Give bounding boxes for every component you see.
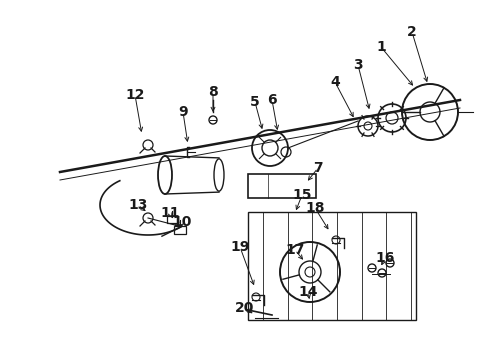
Text: 13: 13 — [128, 198, 147, 212]
Text: 12: 12 — [125, 88, 145, 102]
Text: 10: 10 — [172, 215, 192, 229]
Text: 9: 9 — [178, 105, 188, 119]
Text: 15: 15 — [292, 188, 312, 202]
Text: 4: 4 — [330, 75, 340, 89]
Text: 17: 17 — [285, 243, 305, 257]
Text: 7: 7 — [313, 161, 323, 175]
Text: 16: 16 — [375, 251, 394, 265]
Text: 6: 6 — [267, 93, 277, 107]
Bar — [248, 174, 316, 198]
Text: 1: 1 — [376, 40, 386, 54]
Text: 8: 8 — [208, 85, 218, 99]
Text: 20: 20 — [235, 301, 255, 315]
Text: 19: 19 — [230, 240, 250, 254]
Text: 3: 3 — [353, 58, 363, 72]
Bar — [174, 226, 186, 234]
Text: 14: 14 — [298, 285, 318, 299]
Text: 2: 2 — [407, 25, 417, 39]
Text: 5: 5 — [250, 95, 260, 109]
Bar — [248, 212, 416, 320]
Text: 11: 11 — [160, 206, 180, 220]
Bar — [167, 216, 177, 223]
Text: 18: 18 — [305, 201, 325, 215]
